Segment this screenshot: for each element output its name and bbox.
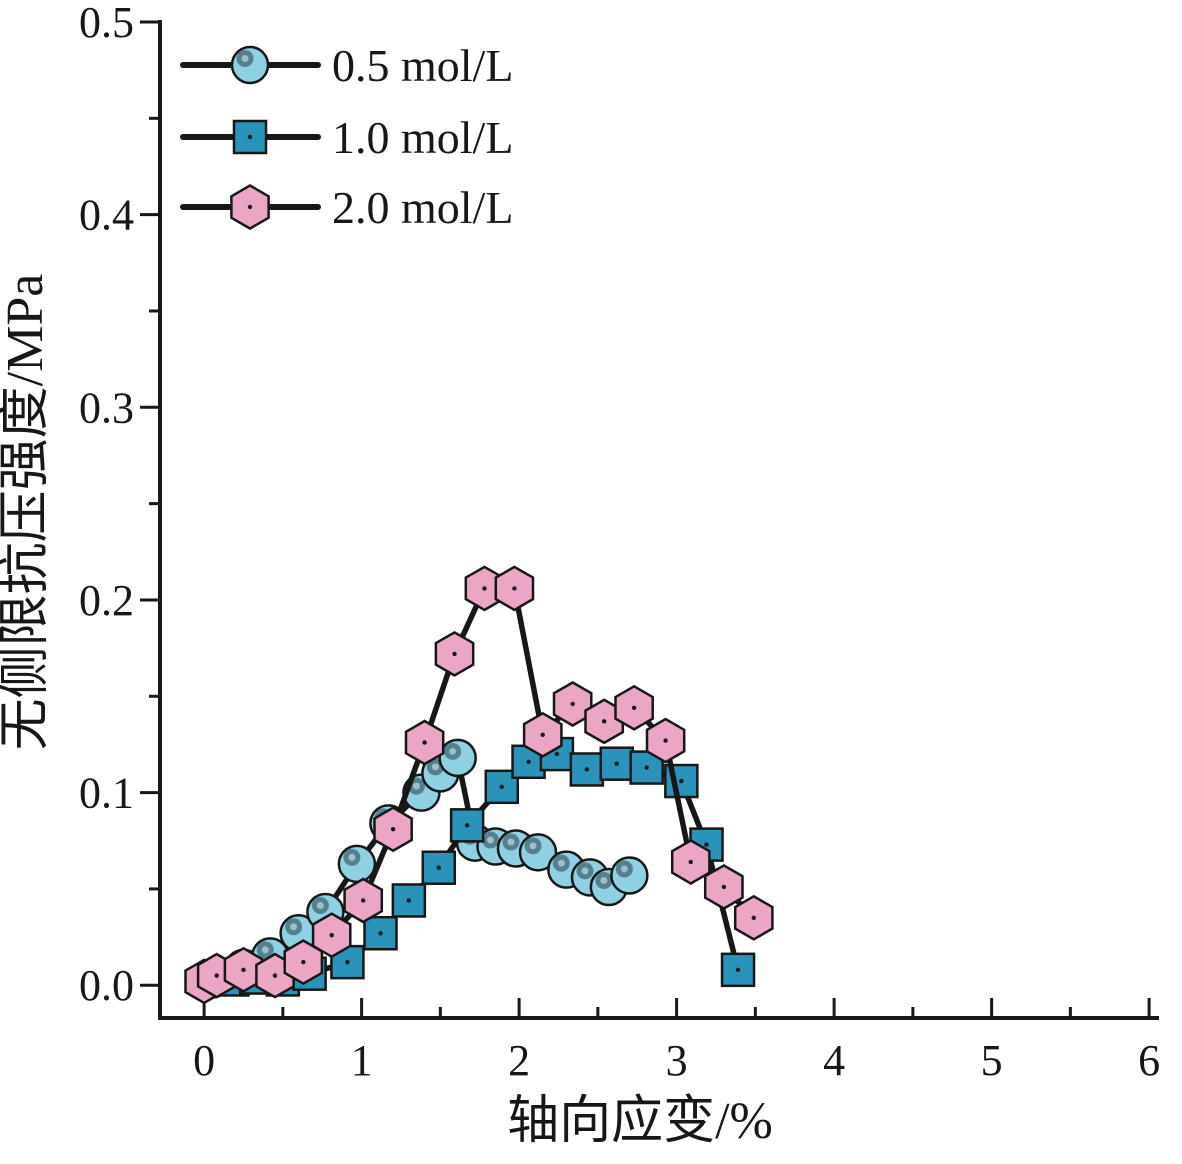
square-marker-dot [247,134,253,140]
hexagon-marker-dot [329,932,334,938]
hexagon-marker-dot [272,973,278,978]
sphere-marker-highlight [449,747,457,755]
hexagon-marker-dot [422,740,427,745]
legend-marker-glyphs [180,45,321,230]
x-tick-label: 5 [981,1036,1003,1085]
sphere-marker-highlight [507,838,515,846]
x-tick-label: 4 [823,1036,845,1085]
y-tick-label: 0.4 [79,191,134,240]
legend: 0.5 mol/L 1.0 mol/L 2.0 mol/L [332,40,513,233]
y-tick-label: 0.5 [79,0,134,47]
hexagon-marker-dot [751,915,756,921]
hexagon-marker-dot [214,973,219,978]
square-marker-dot [526,759,531,764]
hexagon-marker-dot [570,701,575,707]
y-tick-label: 0.1 [79,769,134,818]
axes: 0 1 2 3 4 5 6 0.0 0.1 0.2 0.3 0.4 0.5 [79,0,1160,1085]
hexagon-marker-dot [241,967,246,973]
series-2-0-mol-L [184,565,774,1005]
sphere-marker-highlight [600,876,608,884]
legend-label-2.0-mol-L: 2.0 mol/L [332,182,513,233]
series-0-5-mol-L [192,738,649,999]
square-marker-dot [554,751,560,757]
square-marker-dot [644,765,649,770]
square-marker-dot [436,865,441,870]
hexagon-marker-dot [721,884,727,890]
square-marker-dot [406,898,412,903]
sphere-marker-highlight [581,867,589,875]
sphere-marker-highlight [620,865,628,873]
hexagon-marker-dot [360,898,366,903]
x-tick-label: 1 [351,1036,373,1085]
sphere-marker-highlight [290,923,298,931]
data-series [184,565,774,1005]
y-tick-label: 0.0 [79,961,134,1010]
y-tick-label: 0.3 [79,383,134,432]
x-tick-label: 6 [1138,1036,1160,1085]
square-marker-dot [679,778,684,784]
x-axis-title: 轴向应变/% [507,1093,773,1150]
hexagon-marker-dot [512,586,517,591]
sphere-marker-highlight [529,842,537,850]
sphere-marker-highlight [557,859,565,867]
square-marker [720,952,756,988]
hexagon-marker-dot [390,827,396,832]
sphere-marker-highlight [486,836,494,844]
hexagon-marker-dot [631,705,637,711]
y-axis-title: 无侧限抗压强度/MPa [0,274,54,751]
sphere-marker-highlight [241,55,249,62]
hexagon-marker-dot [601,719,607,724]
sphere-marker-highlight [261,946,269,954]
hexagon-marker-dot [663,738,668,743]
hexagon-marker-dot [452,651,457,657]
square-marker-dot [378,931,383,936]
sphere-marker-highlight [431,763,439,771]
hexagon-marker-dot [688,859,693,865]
sphere-marker-highlight [316,902,324,910]
square-marker-dot [584,767,590,772]
x-tick-label: 0 [193,1036,215,1085]
square-marker-dot [499,784,504,790]
square-marker-dot [464,823,470,828]
square-marker-dot [614,761,619,766]
y-tick-label: 0.2 [79,576,134,625]
legend-label-1.0-mol-L: 1.0 mol/L [332,112,513,163]
hexagon-marker-dot [482,586,487,591]
hexagon-marker-dot [301,959,306,965]
square-marker-dot [735,967,741,973]
hexagon-marker-dot [247,204,253,210]
hexagon-marker-dot [540,732,545,738]
x-tick-label: 2 [508,1036,530,1085]
legend-label-0.5-mol-L: 0.5 mol/L [332,40,513,91]
square-marker-dot [704,842,709,847]
sphere-marker-highlight [412,782,420,790]
x-tick-label: 3 [666,1036,688,1085]
square-marker-dot [345,959,350,965]
sphere-marker-highlight [348,853,356,861]
